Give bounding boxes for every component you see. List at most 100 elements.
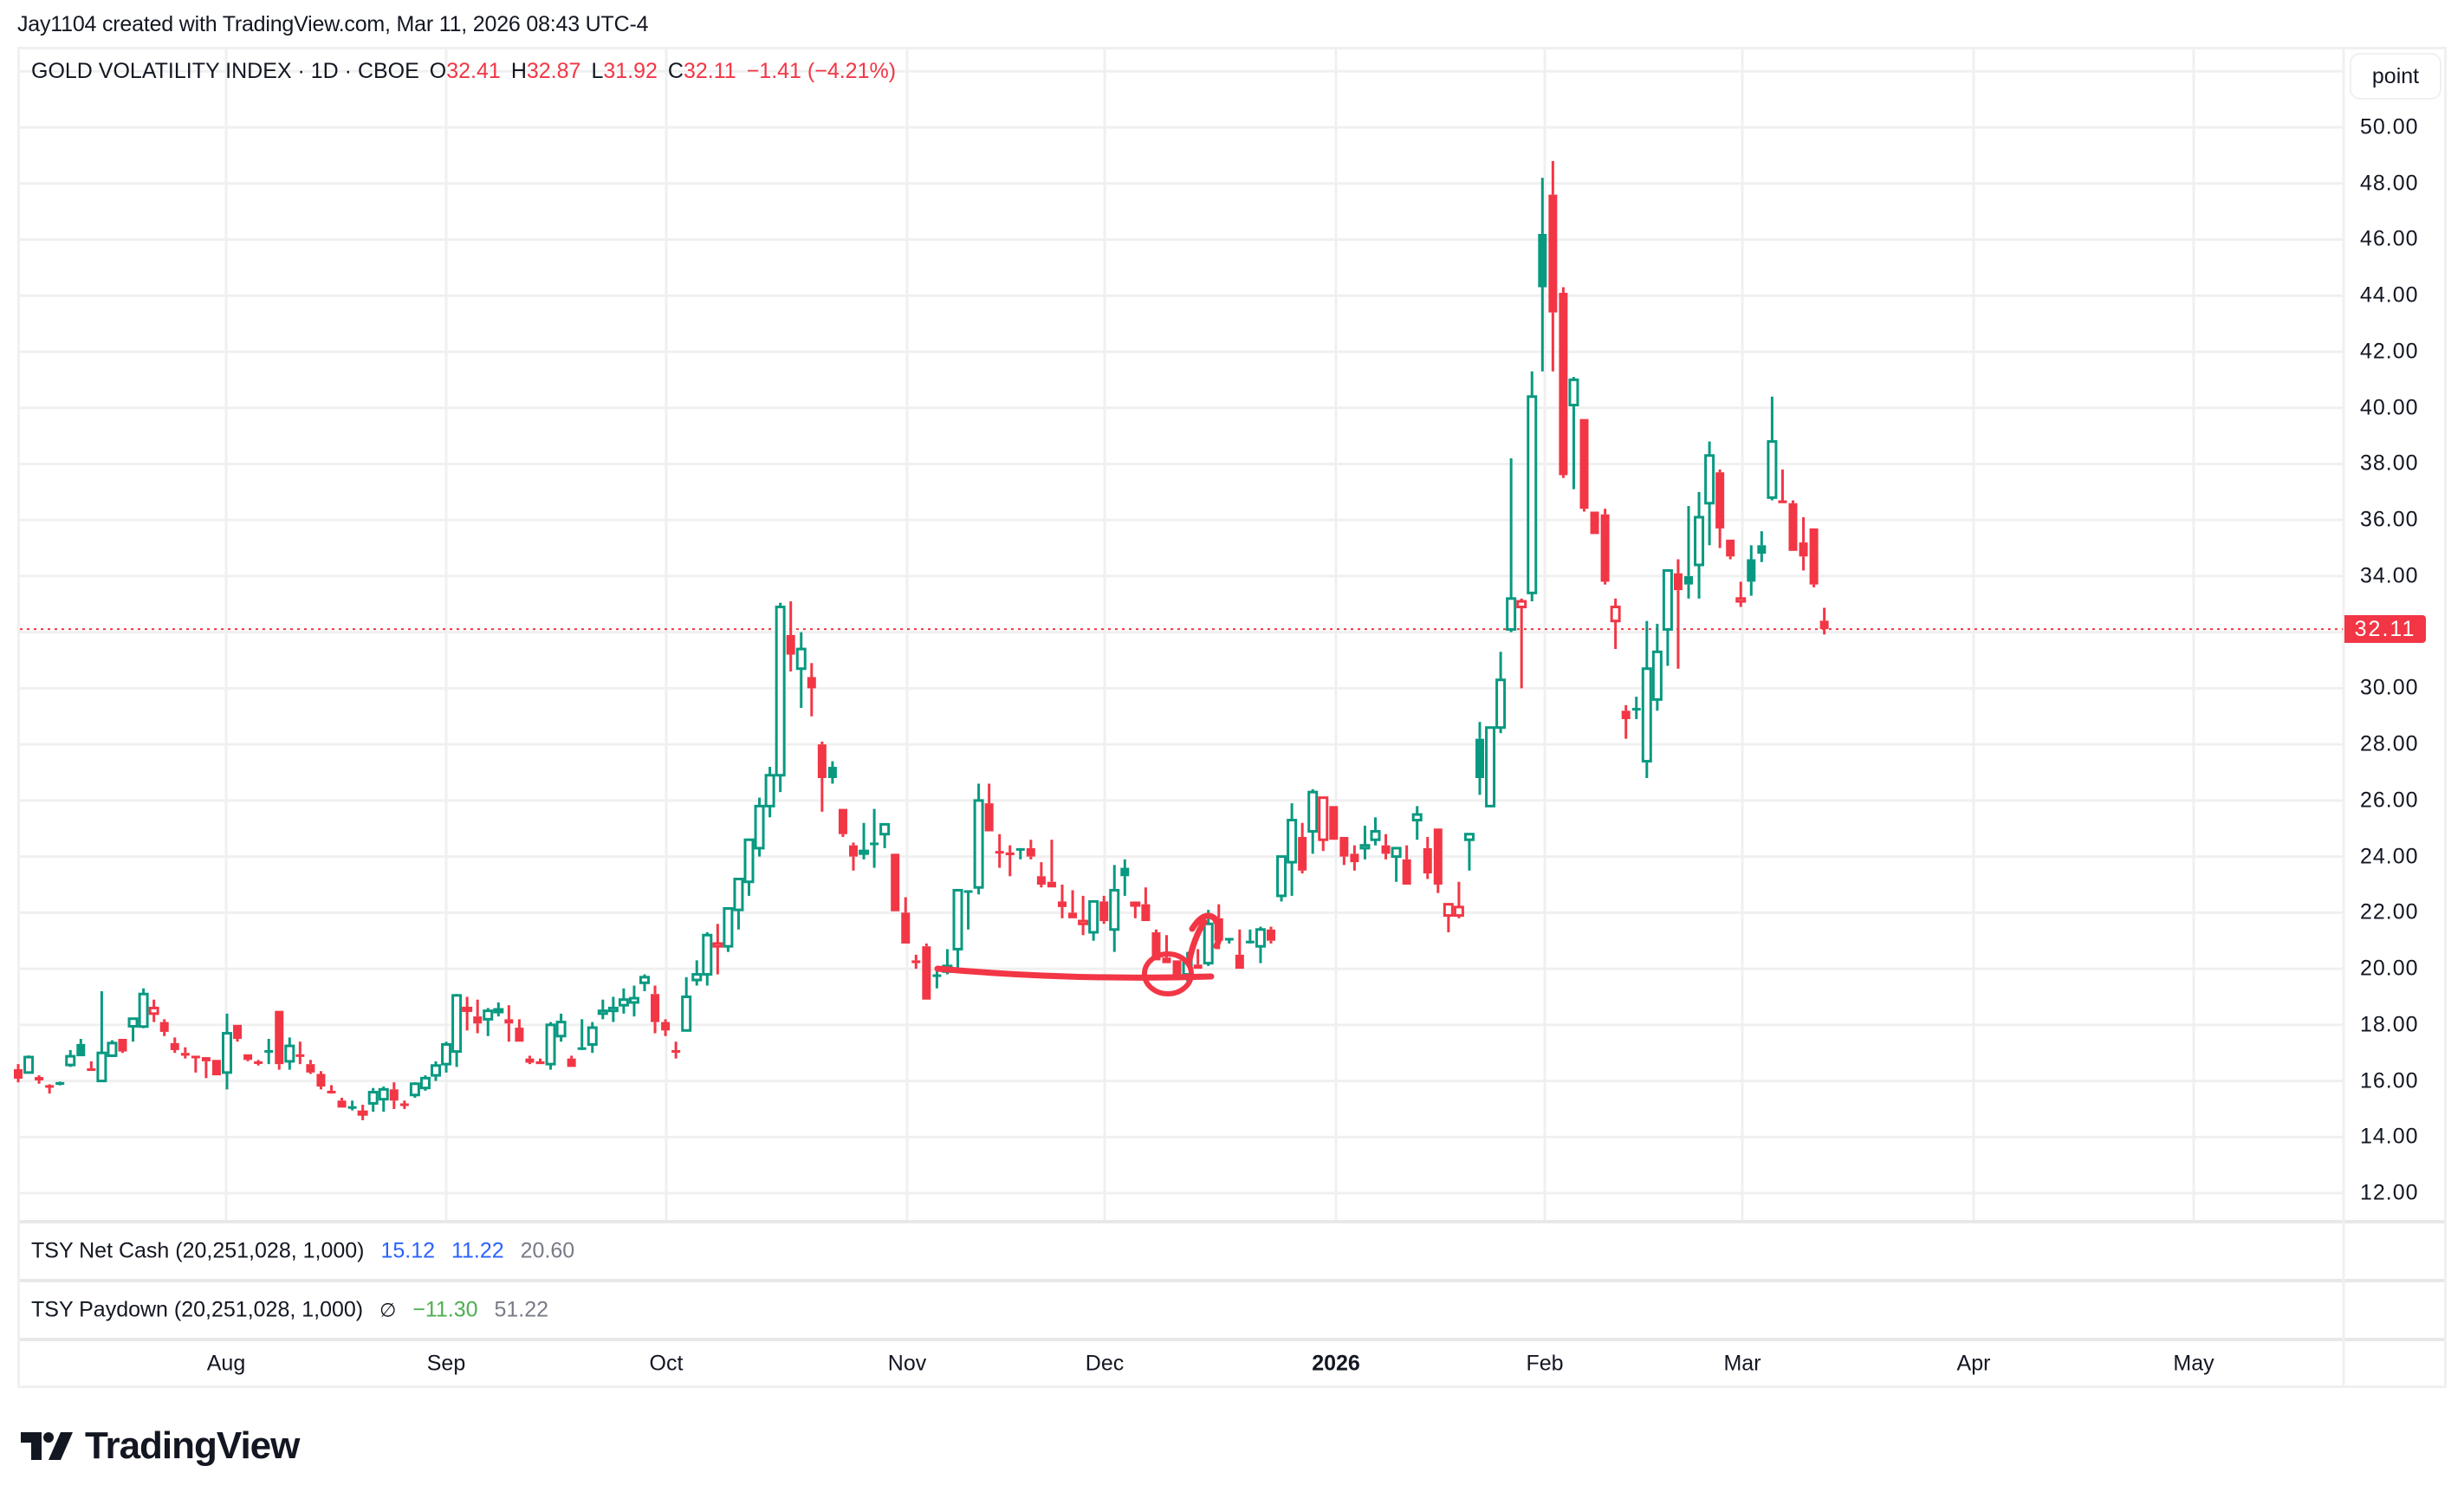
candle: [1088, 899, 1099, 941]
candle: [1172, 960, 1182, 981]
candle: [1610, 598, 1621, 650]
candle: [1590, 511, 1599, 535]
price-axis-label: 40.00: [2360, 395, 2419, 420]
time-axis-label: Nov: [887, 1351, 927, 1376]
candle: [1298, 822, 1307, 874]
change-value: −1.41 (−4.21%): [746, 59, 897, 83]
time-axis-label: 2026: [1312, 1351, 1360, 1376]
candle: [1506, 457, 1517, 632]
candle: [211, 1060, 221, 1076]
open-label: O: [429, 59, 447, 83]
candle: [337, 1098, 347, 1108]
time-axis-label: Mar: [1723, 1351, 1761, 1376]
candle: [922, 943, 931, 1000]
symbol-legend: GOLD VOLATILITY INDEX · 1D · CBOE O 32.41…: [31, 59, 896, 84]
candle: [932, 970, 942, 989]
candle: [473, 999, 483, 1034]
time-axis-label: Oct: [649, 1351, 684, 1376]
price-axis-label: 14.00: [2360, 1124, 2419, 1149]
candle: [545, 1022, 556, 1070]
candle: [671, 1041, 681, 1059]
candle: [879, 822, 891, 848]
candle: [327, 1085, 336, 1094]
candle: [275, 1010, 284, 1070]
candle: [607, 996, 619, 1022]
candle: [254, 1060, 263, 1066]
candle: [1538, 178, 1547, 372]
candle: [191, 1055, 200, 1073]
candle: [1715, 469, 1725, 548]
drawn-circle[interactable]: [1142, 951, 1194, 996]
candle: [1453, 881, 1464, 918]
candle: [1109, 865, 1120, 952]
price-axis-label: 30.00: [2360, 675, 2419, 700]
candle: [357, 1105, 368, 1120]
candle: [76, 1039, 86, 1057]
candle: [1015, 847, 1025, 860]
candle: [764, 767, 775, 818]
candle: [807, 663, 816, 717]
last-price-tag: 32.11: [2344, 615, 2426, 644]
candle: [1495, 652, 1507, 734]
chart-frame: [17, 47, 2447, 1388]
price-axis-label: 38.00: [2360, 451, 2419, 476]
candle: [827, 761, 837, 784]
candle: [1005, 845, 1015, 877]
price-axis-label: 34.00: [2360, 563, 2419, 588]
candle: [316, 1071, 326, 1090]
candle: [795, 632, 807, 709]
candle: [389, 1082, 399, 1109]
candle: [838, 808, 847, 837]
candle: [1287, 803, 1298, 896]
candle: [159, 1019, 169, 1036]
candle: [233, 1024, 243, 1042]
candle: [201, 1057, 211, 1079]
candle: [817, 741, 827, 812]
candle: [431, 1061, 441, 1081]
candle: [23, 1055, 35, 1074]
candle: [1026, 840, 1035, 860]
candle: [1402, 845, 1411, 885]
candle: [1267, 926, 1275, 944]
candle: [35, 1075, 44, 1084]
time-axis-label: Sep: [426, 1351, 466, 1376]
candle: [891, 853, 900, 911]
candle: [1527, 371, 1538, 602]
candle: [1548, 160, 1558, 372]
candle: [127, 1017, 139, 1042]
price-axis-label: 46.00: [2360, 226, 2419, 251]
tradingview-logo-icon: [21, 1432, 73, 1460]
drawn-arrow[interactable]: [1185, 912, 1222, 967]
low-label: L: [591, 59, 604, 83]
candle: [587, 1022, 598, 1054]
candle: [1047, 840, 1056, 888]
empty-set-icon: ∅: [379, 1299, 397, 1321]
scale-mode-button[interactable]: point: [2350, 53, 2441, 100]
candle: [1735, 581, 1747, 607]
candle: [901, 897, 911, 944]
candle: [45, 1084, 55, 1094]
candle: [1433, 828, 1443, 893]
indicator-value: 15.12: [380, 1238, 436, 1263]
candle: [754, 797, 765, 857]
candle: [577, 1019, 587, 1050]
candle: [1799, 516, 1808, 571]
candle: [1235, 929, 1244, 970]
candle: [1788, 500, 1798, 551]
candle: [264, 1039, 274, 1065]
candle: [1568, 377, 1579, 490]
drawn-support-line[interactable]: [934, 965, 1215, 981]
time-axis-label: Aug: [206, 1351, 246, 1376]
candle: [911, 954, 921, 970]
candle: [243, 1054, 253, 1061]
candle: [1559, 287, 1568, 478]
time-axis-label: Apr: [1956, 1351, 1991, 1376]
indicator-value: 51.22: [494, 1297, 549, 1322]
candle: [1370, 817, 1381, 846]
tradingview-wordmark: TradingView: [85, 1424, 300, 1467]
candle: [1068, 890, 1078, 918]
time-axis-label: Feb: [1526, 1351, 1564, 1376]
candle: [952, 888, 963, 970]
price-axis-label: 22.00: [2360, 899, 2419, 924]
